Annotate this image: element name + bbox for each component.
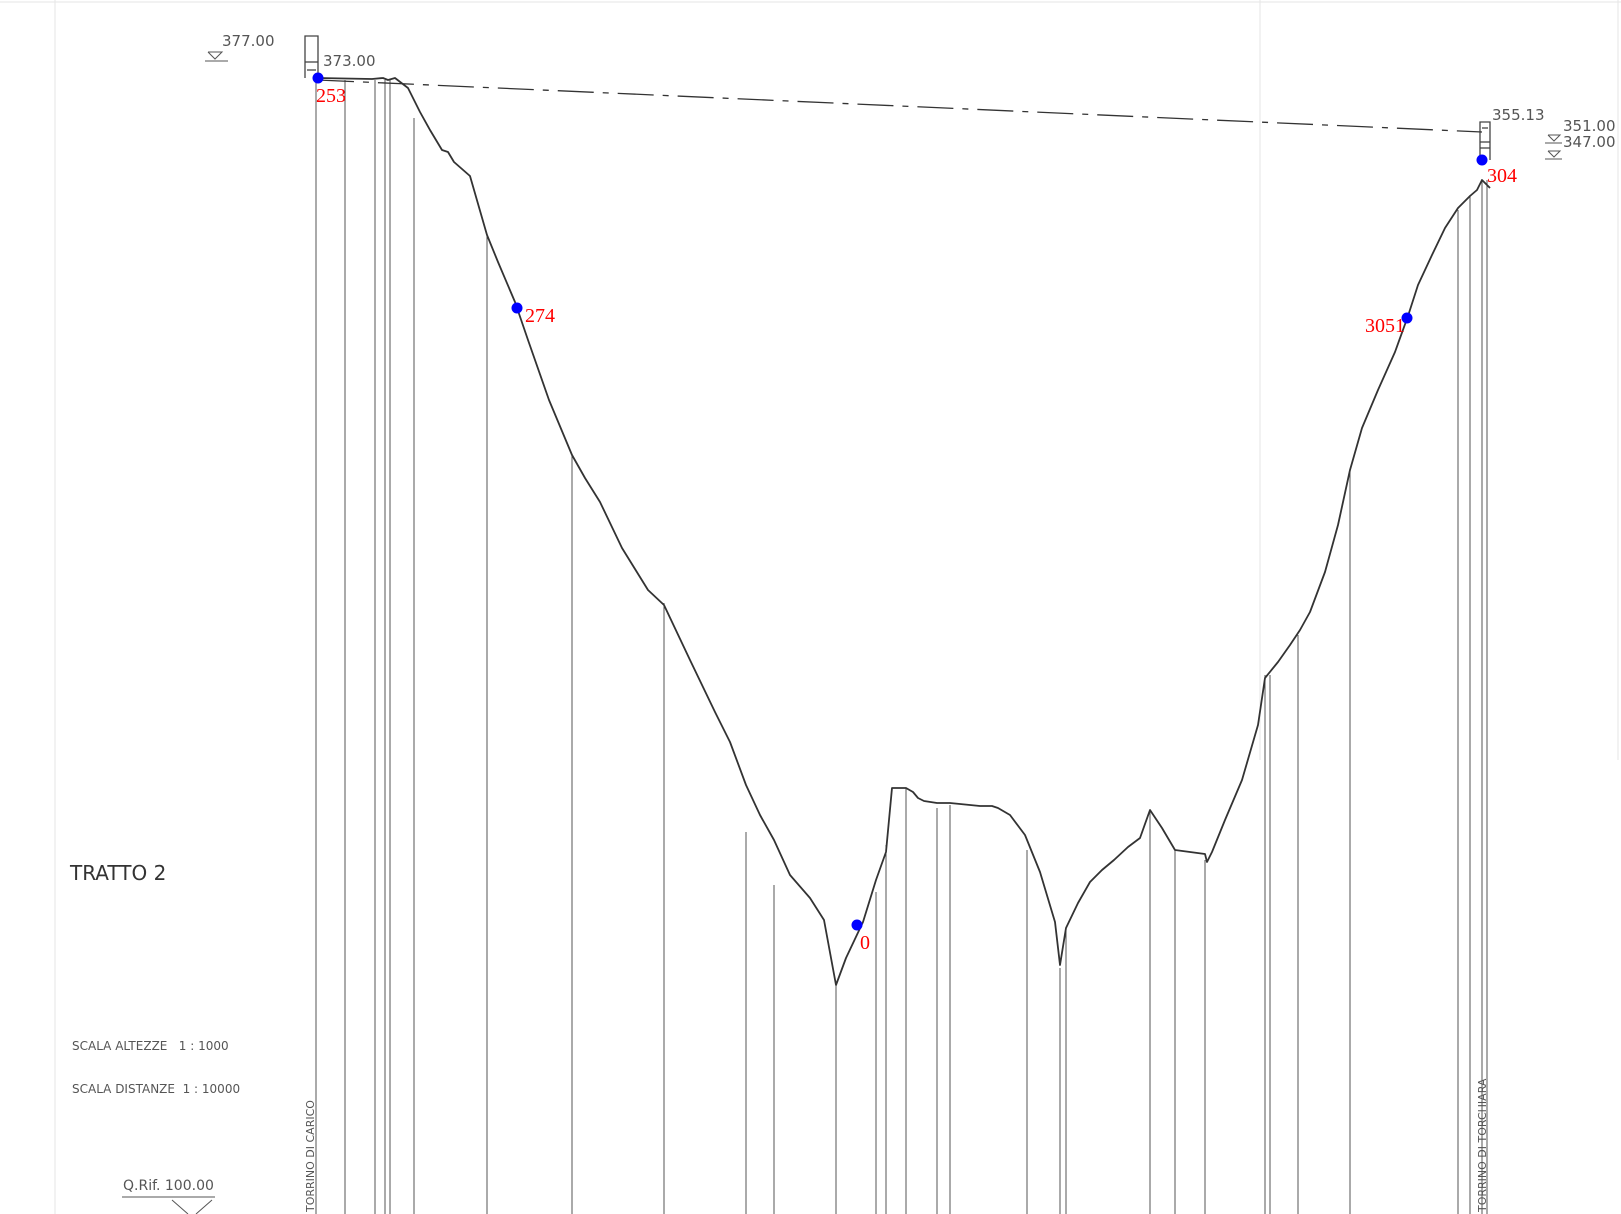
ground-profile [317,77,1491,986]
left-level-ground: 373.00 [323,52,376,70]
triangle-icon [205,51,228,62]
right-level-b: 347.00 [1563,133,1616,151]
marker-304 [1476,154,1488,166]
drawing-title: TRATTO 2 [69,861,166,885]
triangle-icon [122,1196,215,1214]
left-tower-name: TORRINO DI CARICO [304,1100,317,1213]
scale-heights: SCALA ALTEZZE 1 : 1000 [72,1039,229,1053]
right-level-top: 355.13 [1492,106,1545,124]
ordinate-lines [315,78,1488,1214]
marker-3051 [1401,312,1413,324]
gradient-line [317,79,1483,133]
label-0: 0 [860,932,870,954]
right-tower-name: TORRINO DI TORCHIARA [1476,1078,1489,1213]
right-tower [1479,121,1491,160]
markers [312,72,1488,931]
left-tower [304,35,319,78]
marker-253 [312,72,324,84]
triangle-icon [1545,134,1562,160]
reference-level: Q.Rif. 100.00 [123,1178,214,1194]
label-3051: 3051 [1365,315,1405,337]
right-level-a: 351.00 [1563,117,1616,135]
label-253: 253 [316,85,346,107]
label-304: 304 [1487,165,1517,187]
scale-distances: SCALA DISTANZE 1 : 10000 [72,1082,240,1096]
marker-274 [511,302,523,314]
marker-0 [851,919,863,931]
left-level-top: 377.00 [222,32,275,50]
label-274: 274 [525,305,555,327]
